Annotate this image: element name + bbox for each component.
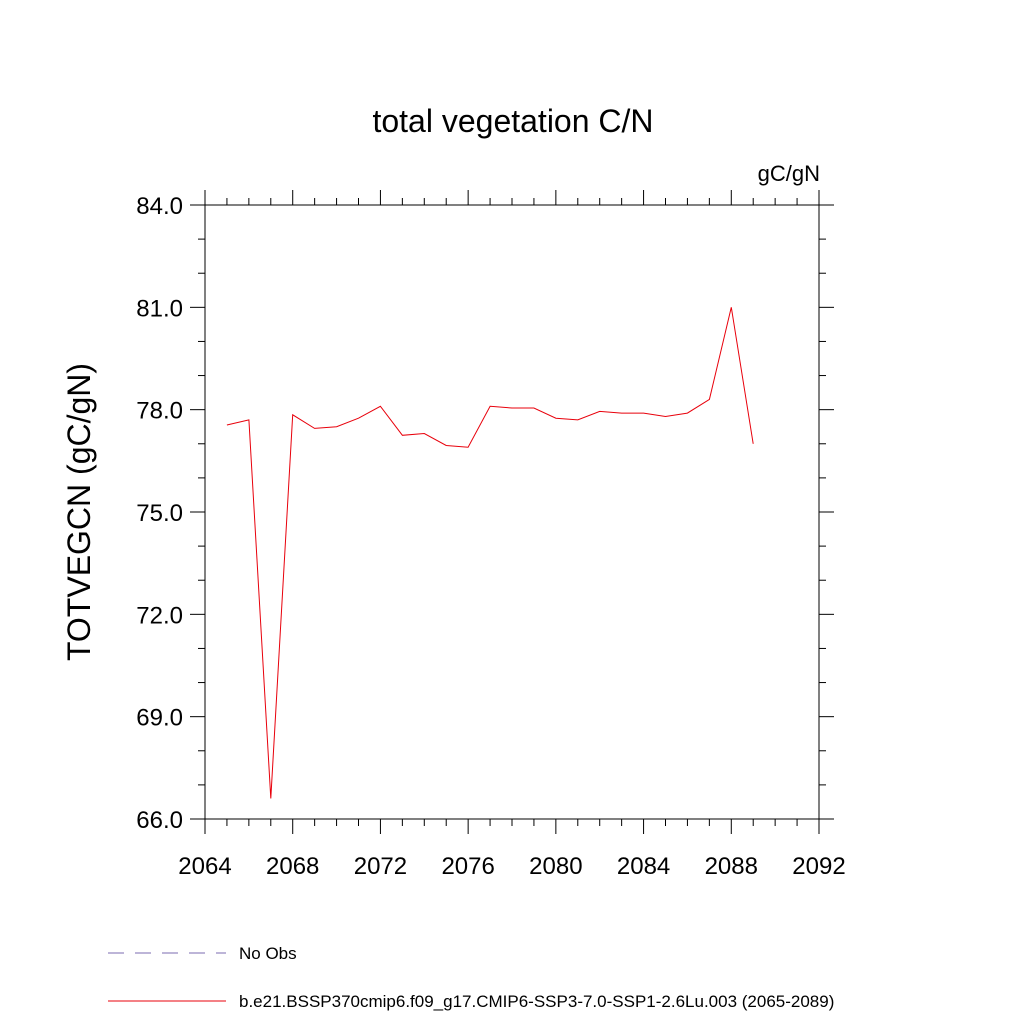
y-tick-label: 78.0 bbox=[136, 398, 183, 425]
chart-title: total vegetation C/N bbox=[372, 103, 653, 139]
legend: No Obs b.e21.BSSP370cmip6.f09_g17.CMIP6-… bbox=[108, 944, 834, 1011]
x-tick-label: 2076 bbox=[441, 853, 494, 880]
y-tick-label: 69.0 bbox=[136, 705, 183, 732]
units-label: gC/gN bbox=[758, 161, 820, 186]
tick-labels: 2064 2068 2072 2076 2080 2084 2088 2092 66.0 69.0… bbox=[136, 193, 845, 880]
x-tick-label: 2064 bbox=[178, 853, 231, 880]
series-line bbox=[226, 307, 754, 799]
axis-ticks bbox=[190, 190, 834, 834]
legend-label-model-run: b.e21.BSSP370cmip6.f09_g17.CMIP6-SSP3-7.… bbox=[239, 992, 834, 1011]
x-tick-label: 2080 bbox=[529, 853, 582, 880]
y-tick-label: 75.0 bbox=[136, 500, 183, 527]
x-tick-label: 2084 bbox=[617, 853, 670, 880]
x-tick-label: 2072 bbox=[354, 853, 407, 880]
y-tick-label: 72.0 bbox=[136, 602, 183, 629]
y-axis-label: TOTVEGCN (gC/gN) bbox=[61, 363, 97, 661]
series-layer bbox=[226, 307, 754, 799]
legend-label-no-obs: No Obs bbox=[239, 944, 297, 963]
y-tick-label: 84.0 bbox=[136, 193, 183, 220]
x-tick-label: 2088 bbox=[705, 853, 758, 880]
x-tick-label: 2092 bbox=[792, 853, 845, 880]
x-tick-label: 2068 bbox=[266, 853, 319, 880]
y-tick-label: 66.0 bbox=[136, 807, 183, 834]
y-tick-label: 81.0 bbox=[136, 295, 183, 322]
plot-frame bbox=[204, 204, 820, 820]
